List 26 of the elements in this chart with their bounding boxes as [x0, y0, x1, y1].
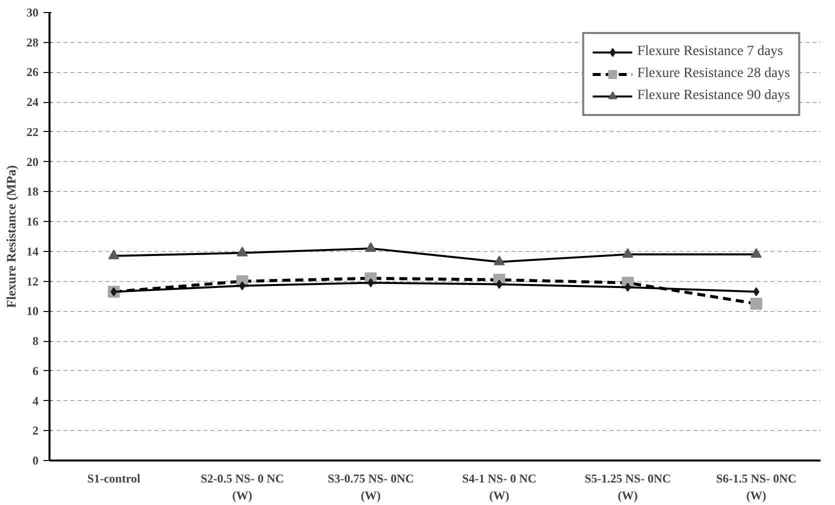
legend-label: Flexure Resistance 28 days	[637, 66, 790, 82]
legend-label: Flexure Resistance 7 days	[637, 44, 783, 60]
y-tick-label: 2	[32, 424, 38, 438]
y-tick-label: 4	[32, 394, 38, 408]
y-tick-label: 24	[26, 95, 38, 110]
y-tick-label: 18	[26, 184, 38, 199]
x-tick-label: S5-1.25 NS- 0NC (W)	[584, 472, 671, 502]
y-tick-label: 14	[26, 244, 38, 258]
y-tick-label: 26	[26, 65, 38, 80]
y-tick-label: 20	[26, 154, 38, 169]
y-tick-label: 30	[26, 6, 38, 20]
x-tick-label: S1-control	[87, 472, 141, 486]
y-tick-label: 8	[32, 334, 38, 348]
legend-label: Flexure Resistance 90 days	[637, 88, 790, 104]
y-tick-label: 10	[26, 304, 38, 318]
x-tick-label: S2-0.5 NS- 0 NC (W)	[200, 472, 284, 502]
x-tick-label: S4-1 NS- 0 NC (W)	[462, 472, 536, 502]
y-tick-label: 0	[32, 454, 38, 468]
y-tick-label: 6	[32, 364, 38, 378]
y-tick-label: 28	[26, 35, 38, 50]
y-tick-label: 16	[26, 214, 38, 229]
x-tick-label: S6-1.5 NS- 0NC (W)	[716, 472, 796, 502]
x-tick-label: S3-0.75 NS- 0NC (W)	[328, 472, 414, 502]
y-tick-label: 22	[26, 124, 38, 139]
y-axis-title: Flexure Resistance (MPa)	[4, 165, 18, 308]
y-tick-label: 12	[26, 274, 38, 288]
